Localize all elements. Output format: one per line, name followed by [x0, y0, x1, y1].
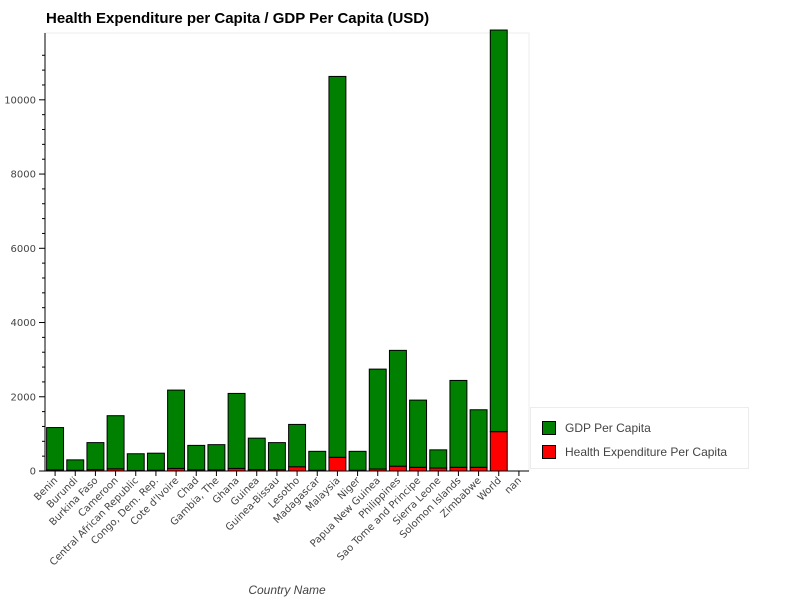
bar-gdp [146, 452, 165, 471]
bar-health [489, 431, 508, 472]
y-tick-label: 8000 [11, 170, 36, 181]
bar-gdp [106, 415, 125, 470]
bar-gdp [449, 379, 468, 468]
bar-gdp [469, 409, 488, 468]
legend-item-gdp: GDP Per Capita [542, 420, 651, 436]
bar-health [288, 466, 307, 472]
y-tick-group: 0 2000 4000 6000 8000 10000 [4, 54, 45, 478]
bar-health [388, 465, 407, 472]
y-tick-label: 0 [30, 467, 36, 478]
bar-gdp [348, 450, 367, 471]
legend-swatch-gdp [542, 421, 556, 435]
bar-gdp [86, 442, 105, 471]
x-axis-title: Country Name [248, 583, 326, 597]
bar-gdp [227, 392, 246, 469]
legend-swatch-health [542, 445, 556, 459]
bar-gdp [207, 444, 226, 471]
bar-health [469, 466, 488, 472]
bar-health [328, 456, 347, 472]
bar-gdp [126, 453, 145, 471]
chart-title: Health Expenditure per Capita / GDP Per … [46, 10, 430, 27]
y-tick-label: 2000 [11, 392, 36, 403]
bar-gdp [247, 437, 266, 471]
bar-gdp [66, 459, 85, 471]
plot-background [44, 32, 530, 472]
bar-health [409, 466, 428, 472]
y-tick-label: 4000 [11, 318, 36, 329]
bar-gdp [368, 368, 387, 470]
bar-gdp [167, 389, 186, 469]
bar-gdp [308, 450, 327, 471]
legend-label-gdp: GDP Per Capita [565, 421, 651, 435]
bar-health [449, 466, 468, 472]
legend: GDP Per Capita Health Expenditure Per Ca… [530, 407, 749, 469]
bar-gdp [328, 75, 347, 458]
y-tick-label: 10000 [4, 95, 36, 106]
bar-gdp [409, 399, 428, 468]
y-tick-label: 6000 [11, 244, 36, 255]
x-tick-label: nan [503, 475, 524, 496]
bar-gdp [288, 423, 307, 468]
bar-group [46, 29, 508, 472]
legend-label-health: Health Expenditure Per Capita [565, 445, 728, 459]
bar-gdp [388, 349, 407, 467]
bar-gdp [429, 449, 448, 469]
legend-item-health: Health Expenditure Per Capita [542, 444, 727, 460]
bar-gdp [46, 427, 65, 471]
bar-gdp [267, 442, 286, 471]
bar-gdp [187, 444, 206, 471]
bar-gdp [489, 29, 508, 433]
